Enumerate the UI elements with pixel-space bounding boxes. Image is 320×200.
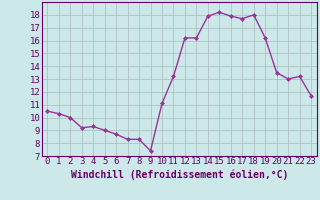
X-axis label: Windchill (Refroidissement éolien,°C): Windchill (Refroidissement éolien,°C) — [70, 169, 288, 180]
